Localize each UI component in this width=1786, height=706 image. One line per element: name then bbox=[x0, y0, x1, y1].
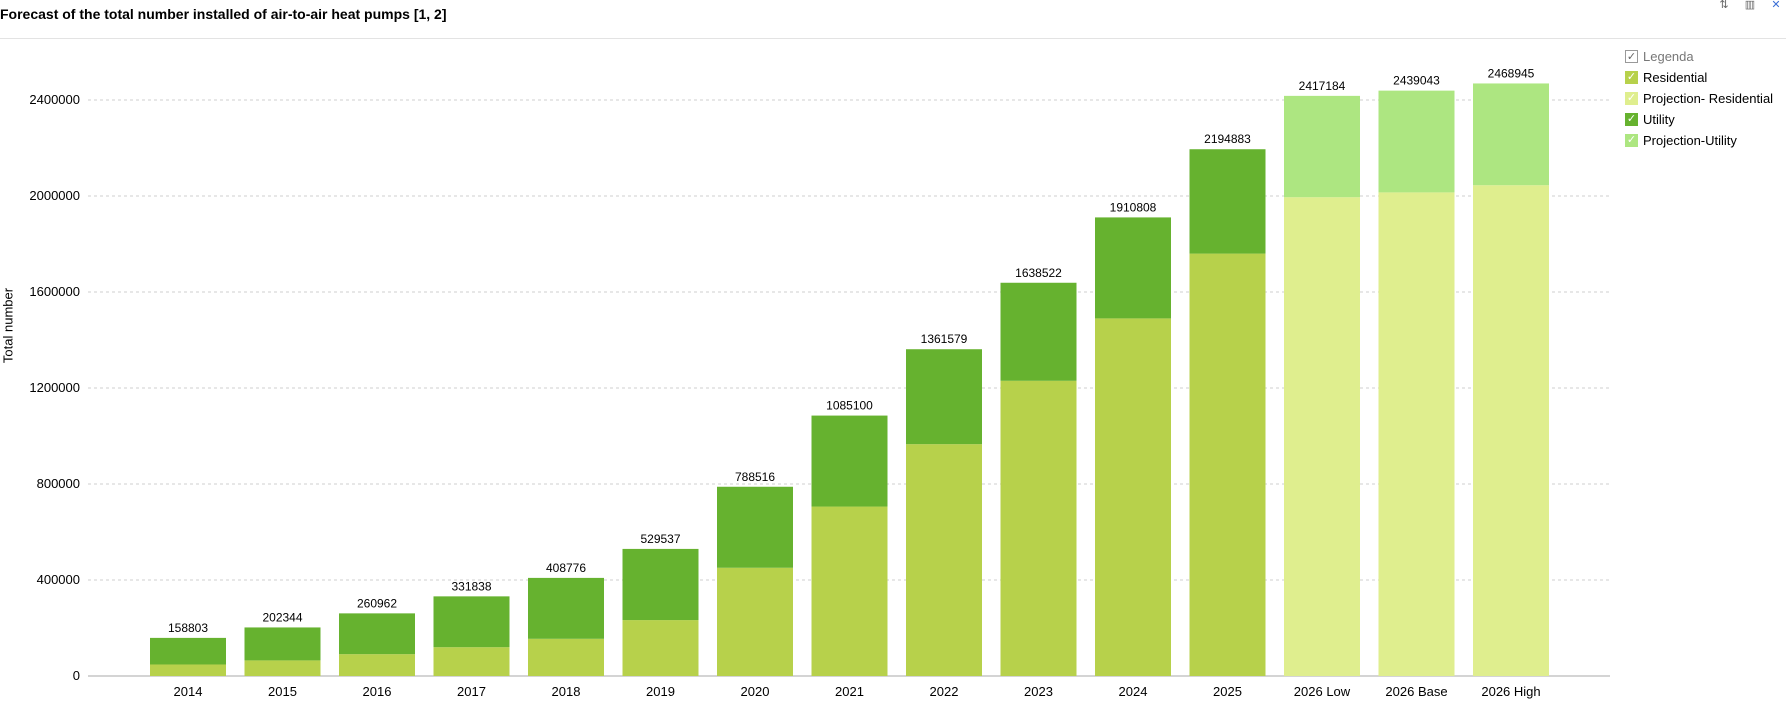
y-tick-label: 1200000 bbox=[29, 380, 80, 395]
y-tick-label: 1600000 bbox=[29, 284, 80, 299]
data-label: 331838 bbox=[451, 579, 491, 593]
legend-title: Legenda bbox=[1643, 49, 1694, 64]
chart-toolbar: ⇅ ▥ ✕ bbox=[1714, 0, 1786, 12]
y-tick-label: 400000 bbox=[37, 572, 80, 587]
chart-title: Forecast of the total number installed o… bbox=[0, 6, 447, 22]
legend-item-residential[interactable]: ✓ Residential bbox=[1625, 67, 1773, 88]
bar-segment bbox=[528, 638, 604, 676]
bar-segment bbox=[150, 664, 226, 676]
data-label: 260962 bbox=[357, 596, 397, 610]
bar-segment bbox=[150, 637, 226, 665]
checkbox-icon[interactable]: ✓ bbox=[1625, 113, 1638, 126]
x-tick-label: 2026 Low bbox=[1294, 684, 1351, 699]
legend-item-utility[interactable]: ✓ Utility bbox=[1625, 109, 1773, 130]
title-divider bbox=[0, 38, 1786, 39]
data-label: 1638522 bbox=[1015, 266, 1062, 280]
x-tick-label: 2023 bbox=[1024, 684, 1053, 699]
y-tick-label: 2000000 bbox=[29, 188, 80, 203]
bar-segment bbox=[811, 506, 888, 676]
bar-segment bbox=[1189, 253, 1266, 676]
bar-segment bbox=[1284, 197, 1360, 676]
bar-segment bbox=[339, 654, 415, 676]
data-label: 788516 bbox=[735, 470, 775, 484]
data-label: 202344 bbox=[262, 610, 302, 624]
data-label: 158803 bbox=[168, 621, 208, 635]
x-tick-label: 2025 bbox=[1213, 684, 1242, 699]
x-tick-label: 2020 bbox=[741, 684, 770, 699]
bar-segment bbox=[1189, 149, 1266, 254]
legend-label: Utility bbox=[1643, 112, 1675, 127]
x-tick-label: 2022 bbox=[930, 684, 959, 699]
checkbox-icon[interactable]: ✓ bbox=[1625, 50, 1638, 63]
x-tick-label: 2018 bbox=[552, 684, 581, 699]
checkbox-icon[interactable]: ✓ bbox=[1625, 92, 1638, 105]
data-label: 1910808 bbox=[1110, 200, 1157, 214]
x-tick-label: 2014 bbox=[174, 684, 203, 699]
bar-segment bbox=[1378, 192, 1455, 676]
pin-icon[interactable]: ✕ bbox=[1771, 0, 1781, 11]
bar-segment bbox=[244, 660, 321, 676]
bar-segment bbox=[339, 613, 415, 655]
bar-segment bbox=[528, 577, 604, 639]
data-label: 529537 bbox=[640, 532, 680, 546]
bar-segment bbox=[244, 627, 321, 661]
bar-segment bbox=[906, 444, 982, 676]
data-label: 2194883 bbox=[1204, 132, 1251, 146]
bar-segment bbox=[717, 486, 793, 568]
y-axis-label: Total number bbox=[0, 287, 16, 364]
data-label: 2468945 bbox=[1488, 66, 1535, 80]
legend-item-projection-utility[interactable]: ✓ Projection-Utility bbox=[1625, 130, 1773, 151]
legend-label: Residential bbox=[1643, 70, 1708, 85]
x-tick-label: 2017 bbox=[457, 684, 486, 699]
bar-segment bbox=[1000, 380, 1077, 676]
x-tick-label: 2016 bbox=[363, 684, 392, 699]
x-tick-label: 2024 bbox=[1119, 684, 1148, 699]
bar-segment bbox=[622, 620, 699, 676]
bar-segment bbox=[1095, 318, 1171, 676]
legend-header[interactable]: ✓ Legenda bbox=[1625, 46, 1773, 67]
legend: ✓ Legenda ✓ Residential ✓ Projection- Re… bbox=[1625, 46, 1773, 151]
x-tick-label: 2015 bbox=[268, 684, 297, 699]
x-tick-label: 2021 bbox=[835, 684, 864, 699]
legend-label: Projection-Utility bbox=[1643, 133, 1737, 148]
data-label: 2417184 bbox=[1299, 79, 1346, 93]
bar-segment bbox=[717, 567, 793, 676]
bar-segment bbox=[1378, 90, 1455, 193]
bar-segment bbox=[1000, 282, 1077, 381]
bar-segment bbox=[433, 596, 510, 648]
data-label: 2439043 bbox=[1393, 74, 1440, 88]
bar-segment bbox=[1473, 185, 1549, 676]
x-tick-label: 2019 bbox=[646, 684, 675, 699]
bar-segment bbox=[906, 349, 982, 445]
checkbox-icon[interactable]: ✓ bbox=[1625, 134, 1638, 147]
bar-segment bbox=[811, 415, 888, 507]
legend-label: Projection- Residential bbox=[1643, 91, 1774, 106]
checkbox-icon[interactable]: ✓ bbox=[1625, 71, 1638, 84]
sort-icon[interactable]: ⇅ bbox=[1719, 0, 1729, 11]
columns-icon[interactable]: ▥ bbox=[1744, 0, 1756, 11]
y-tick-label: 0 bbox=[73, 668, 80, 683]
bar-segment bbox=[622, 548, 699, 621]
x-tick-label: 2026 High bbox=[1481, 684, 1540, 699]
data-label: 408776 bbox=[546, 561, 586, 575]
legend-item-projection-residential[interactable]: ✓ Projection- Residential bbox=[1625, 88, 1773, 109]
data-label: 1085100 bbox=[826, 399, 873, 413]
data-label: 1361579 bbox=[921, 332, 968, 346]
bar-segment bbox=[1473, 83, 1549, 186]
bar-segment bbox=[1284, 95, 1360, 198]
bar-segment bbox=[433, 647, 510, 676]
y-tick-label: 800000 bbox=[37, 476, 80, 491]
y-tick-label: 2400000 bbox=[29, 92, 80, 107]
x-tick-label: 2026 Base bbox=[1385, 684, 1447, 699]
bar-segment bbox=[1095, 217, 1171, 319]
